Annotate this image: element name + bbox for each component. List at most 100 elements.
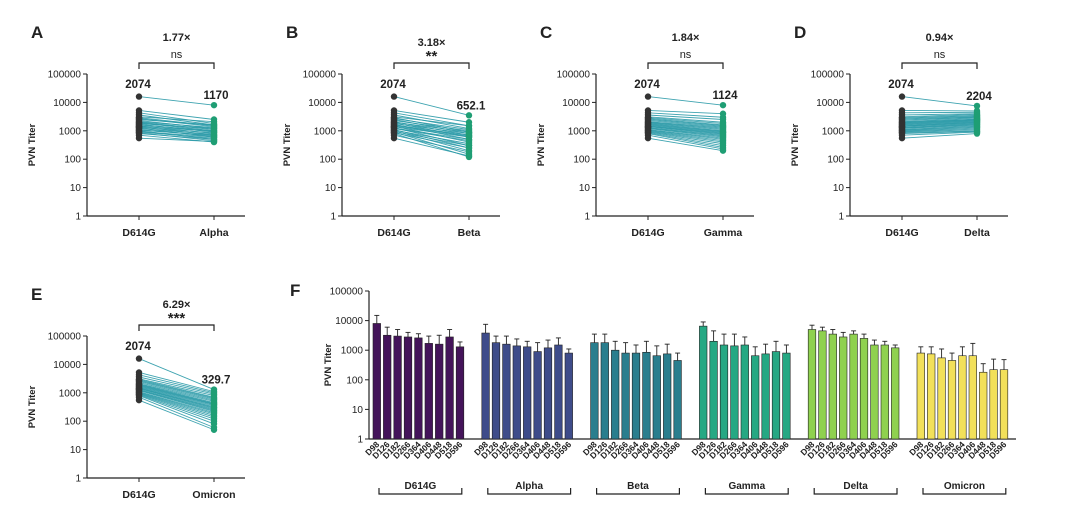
y-tick-label: 10000: [308, 98, 336, 109]
y-axis-label: PVN Titer: [536, 123, 547, 166]
paired-line: [138, 394, 215, 422]
d614g-point: [135, 396, 143, 404]
x-category-label: D614G: [122, 489, 155, 501]
paired-line: [138, 376, 215, 395]
gmt-d614g-label: 2074: [888, 79, 914, 91]
y-tick-label: 1: [75, 474, 81, 485]
paired-line: [647, 132, 724, 147]
paired-line: [647, 133, 724, 148]
y-tick-label: 100000: [557, 70, 591, 81]
d614g-point: [390, 134, 398, 142]
y-tick-label: 10: [352, 405, 364, 416]
bar: [652, 355, 661, 440]
bar: [590, 342, 599, 440]
y-tick-label: 100: [573, 155, 590, 166]
paired-line: [647, 112, 724, 118]
panel-label: E: [31, 285, 42, 304]
d614g-point: [644, 93, 652, 100]
paired-line: [393, 126, 470, 138]
paired-line: [138, 112, 215, 124]
paired-line: [393, 120, 470, 132]
paired-line: [901, 115, 978, 119]
panel-label: D: [794, 23, 806, 42]
y-tick-label: 1: [838, 212, 844, 223]
paired-line: [138, 128, 215, 135]
y-tick-label: 100: [346, 375, 363, 386]
group-label: Delta: [843, 481, 868, 492]
paired-line: [138, 399, 215, 431]
gmt-d614g-label: 2074: [125, 79, 151, 91]
paired-line: [138, 388, 215, 409]
bar: [611, 349, 620, 440]
significance-bracket: [393, 62, 470, 69]
bar: [818, 330, 827, 440]
paired-line: [647, 114, 724, 120]
bar: [383, 334, 392, 440]
y-axis-label: PVN Titer: [790, 123, 801, 166]
paired-line: [647, 117, 724, 124]
paired-line: [901, 123, 978, 129]
paired-line: [138, 389, 215, 410]
y-tick-label: 1: [357, 435, 363, 446]
paired-line: [647, 130, 724, 142]
bar: [989, 369, 998, 440]
y-tick-label: 10: [70, 445, 82, 456]
paired-line: [138, 396, 215, 428]
paired-line: [393, 137, 470, 157]
paired-line: [138, 123, 215, 130]
paired-line: [901, 118, 978, 123]
paired-line: [901, 116, 978, 120]
gmt-variant-label: 2204: [966, 91, 992, 103]
paired-line: [647, 122, 724, 131]
y-tick-label: 10: [325, 183, 337, 194]
x-category-label: D614G: [631, 227, 664, 239]
panel-c: C 1 10 100 1000 10000 100000 PVN Titer D614G Gamm…: [536, 23, 754, 239]
paired-line: [138, 96, 215, 106]
paired-line: [393, 128, 470, 142]
paired-line: [901, 127, 978, 132]
variant-point: [210, 426, 218, 433]
panel-f: F 1 10 100 1000 10000 100000 PVN Titer D98D126D1…: [290, 281, 1016, 495]
bar: [979, 371, 988, 440]
paired-line: [647, 96, 724, 106]
significance-label: **: [426, 48, 438, 65]
gmt-d614g-label: 2074: [125, 341, 151, 353]
y-tick-label: 1: [75, 212, 81, 223]
bar: [512, 345, 521, 440]
bar: [870, 344, 879, 440]
paired-line: [393, 116, 470, 127]
paired-line: [647, 116, 724, 123]
paired-line: [138, 395, 215, 425]
significance-label: ns: [934, 49, 946, 61]
paired-line: [138, 374, 215, 394]
paired-line: [138, 387, 215, 409]
bar: [393, 335, 402, 440]
d614g-point: [390, 93, 398, 100]
paired-line: [138, 383, 215, 404]
d614g-point: [644, 134, 652, 142]
significance-label: ns: [171, 49, 183, 61]
gmt-d614g-label: 2074: [634, 79, 660, 91]
group-label: Gamma: [728, 481, 765, 492]
x-category-label: D614G: [122, 227, 155, 239]
bar: [947, 360, 957, 440]
x-category-label: Omicron: [192, 489, 235, 501]
paired-line: [901, 119, 978, 124]
y-tick-label: 1: [584, 212, 590, 223]
bar: [523, 346, 532, 440]
variant-point: [465, 112, 473, 119]
variant-point: [973, 102, 981, 110]
paired-line: [138, 380, 215, 399]
paired-line: [393, 110, 470, 123]
d614g-point: [898, 93, 906, 100]
paired-line: [138, 385, 215, 406]
paired-line: [647, 123, 724, 132]
bar: [751, 355, 760, 440]
paired-line: [393, 127, 470, 140]
d614g-point: [898, 134, 906, 142]
paired-line: [901, 130, 978, 135]
y-tick-label: 100: [64, 417, 81, 428]
variant-point: [210, 101, 218, 109]
paired-line: [138, 133, 215, 140]
